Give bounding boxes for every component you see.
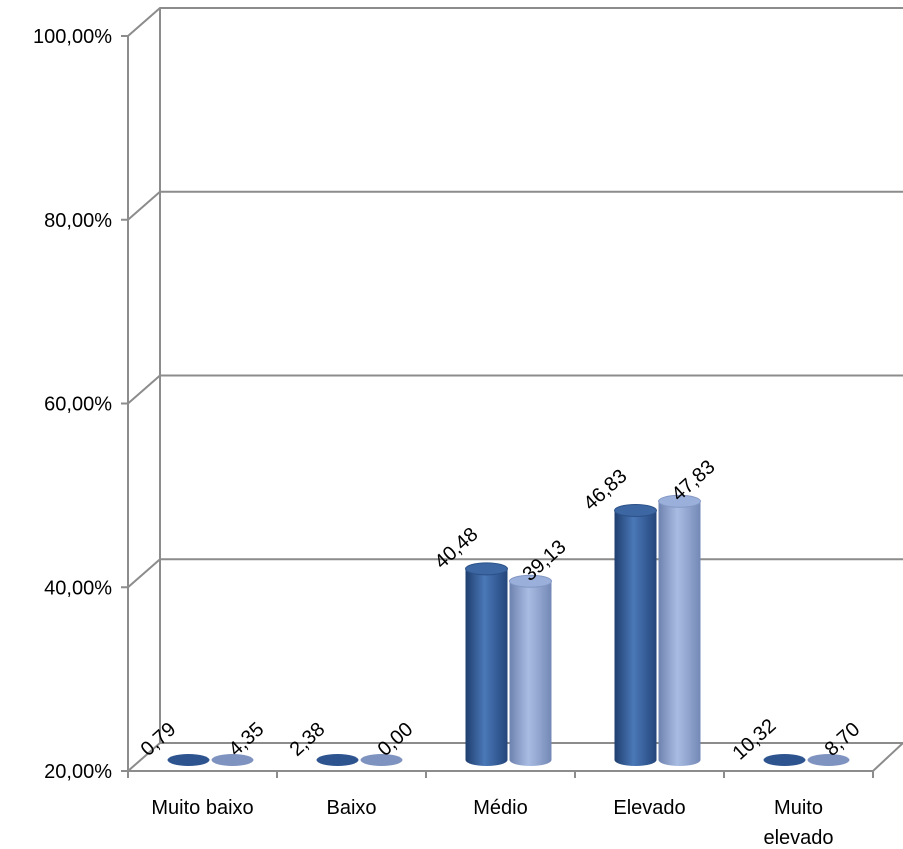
bar-0-1 (316, 754, 359, 766)
bars-layer (167, 494, 850, 766)
bar-0-4 (763, 754, 806, 766)
category-label: Elevado (613, 797, 685, 819)
bar-0-3 (614, 503, 657, 766)
bar-top (167, 754, 210, 766)
bar-0-2 (465, 562, 508, 766)
category-label: Muito (774, 797, 823, 819)
gridline (127, 7, 903, 37)
bar-1-1 (360, 754, 403, 766)
y-tick-label: 80,00% (44, 210, 112, 232)
y-tick-label: 40,00% (44, 577, 112, 599)
category-label: elevado (763, 827, 833, 849)
bar-1-3 (658, 494, 701, 766)
category-label: Baixo (326, 797, 376, 819)
bar-top (658, 494, 701, 508)
bar-body (509, 581, 552, 766)
bar-1-4 (807, 754, 850, 766)
bar-body (614, 510, 657, 766)
bar-top (211, 754, 254, 766)
bar-top (316, 754, 359, 766)
bar-top (509, 574, 552, 588)
axis-layer: 20,00% 40,00% 60,00% 80,00% 100,00% Muito bai… (33, 26, 874, 849)
category-label: Médio (473, 797, 527, 819)
bar-top (614, 503, 657, 517)
gridline (127, 190, 903, 221)
y-tick-label: 100,00% (33, 26, 112, 48)
category-label: Muito baixo (151, 797, 253, 819)
bar-top (763, 754, 806, 766)
gridline (127, 374, 903, 405)
bar-top (807, 754, 850, 766)
bar-1-2 (509, 574, 552, 766)
y-tick-label: 60,00% (44, 394, 112, 416)
bar-body (658, 501, 701, 766)
bar-top (360, 754, 403, 766)
bar-1-0 (211, 754, 254, 766)
bar-top (465, 562, 508, 576)
y-tick-label: 20,00% (44, 761, 112, 783)
bar-0-0 (167, 754, 210, 766)
bar-body (465, 568, 508, 766)
